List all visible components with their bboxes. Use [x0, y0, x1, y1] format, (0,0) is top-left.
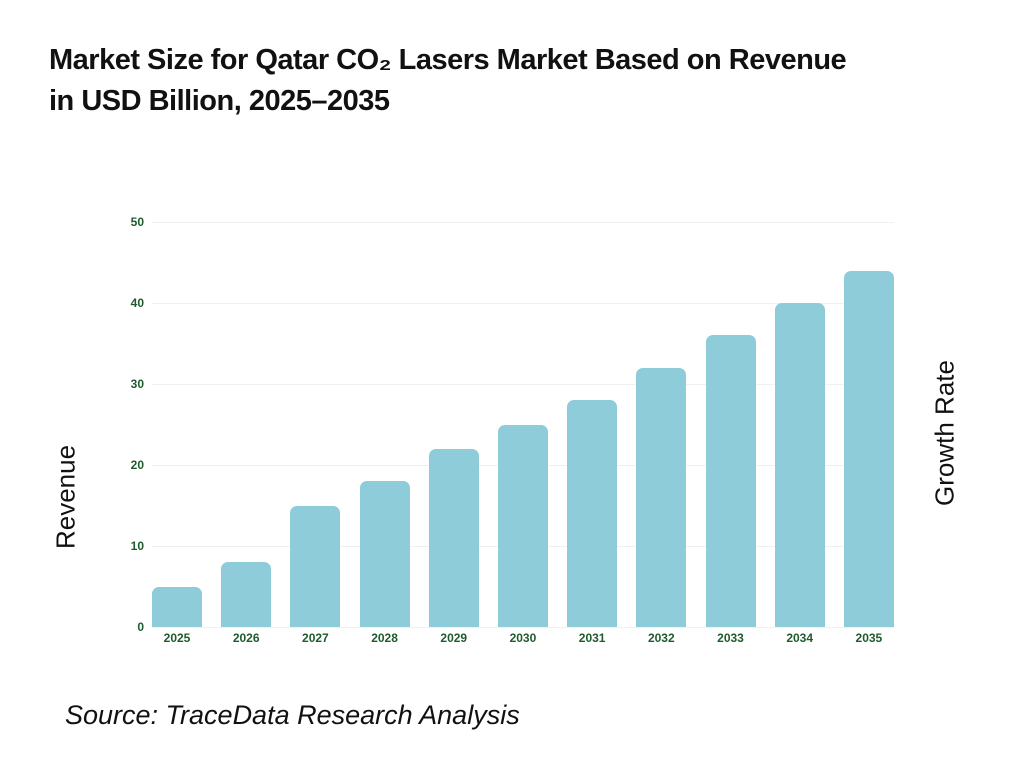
bar-2033 [705, 335, 756, 627]
bar-2028 [359, 481, 410, 627]
bar-2030 [497, 424, 548, 627]
y-axis-tick-10: 10 [130, 539, 144, 553]
bar-column-2035: 2035 [843, 222, 894, 645]
x-axis-tick-2033: 2033 [717, 631, 744, 645]
bar-column-2031: 2031 [567, 222, 618, 645]
bar-column-2032: 2032 [636, 222, 687, 645]
bar-column-2025: 2025 [152, 222, 202, 645]
bar-2034 [774, 303, 825, 627]
bar-2027 [290, 505, 341, 627]
y-axis-tick-20: 20 [130, 458, 144, 472]
x-axis-tick-2034: 2034 [786, 631, 814, 645]
bar-2025 [152, 586, 202, 627]
x-axis-tick-2025: 2025 [163, 631, 191, 645]
y-axis-label-right: Growth Rate [929, 360, 960, 506]
bar-column-2030: 2030 [497, 222, 548, 645]
bar-2031 [567, 400, 618, 627]
gridline-40 [152, 303, 894, 304]
gridline-30 [152, 384, 894, 385]
bar-2026 [221, 562, 272, 627]
x-axis-tick-2026: 2026 [232, 631, 260, 645]
chart-title: Market Size for Qatar CO₂ Lasers Market … [49, 40, 949, 122]
x-axis-tick-2029: 2029 [440, 631, 468, 645]
x-axis-tick-2030: 2030 [509, 631, 537, 645]
gridline-0 [152, 627, 894, 628]
y-axis-tick-30: 30 [130, 377, 144, 391]
x-axis-tick-2032: 2032 [647, 631, 675, 645]
bar-column-2034: 2034 [774, 222, 825, 645]
bar-2029 [428, 448, 479, 627]
bar-column-2029: 2029 [428, 222, 479, 645]
bar-2035 [843, 270, 894, 627]
y-axis-tick-40: 40 [130, 296, 144, 310]
y-axis-tick-0: 0 [137, 620, 144, 634]
plot-area: 2025 2026 2027 2028 2029 2030 2031 2032 2033 2034… [131, 215, 894, 645]
y-axis-tick-50: 50 [130, 215, 144, 229]
x-axis-tick-2031: 2031 [578, 631, 606, 645]
source-attribution: Source: TraceData Research Analysis [65, 700, 520, 730]
x-axis-tick-2028: 2028 [371, 631, 398, 645]
gridline-50 [152, 222, 894, 223]
x-axis-tick-2027: 2027 [302, 631, 329, 645]
chart-title-line-1: Market Size for Qatar CO₂ Lasers Market … [49, 44, 847, 76]
bars-container: 2025 2026 2027 2028 2029 2030 2031 2032 2033 2034… [152, 222, 894, 645]
y-axis-label-left: Revenue [50, 444, 81, 550]
bar-column-2033: 2033 [705, 222, 756, 645]
bar-column-2026: 2026 [221, 222, 272, 645]
bar-column-2028: 2028 [359, 222, 410, 645]
chart-title-line-2: in USD Billion, 2025–2035 [49, 85, 390, 117]
bar-column-2027: 2027 [290, 222, 341, 645]
x-axis-tick-2035: 2035 [855, 631, 883, 645]
bar-2032 [636, 367, 687, 627]
